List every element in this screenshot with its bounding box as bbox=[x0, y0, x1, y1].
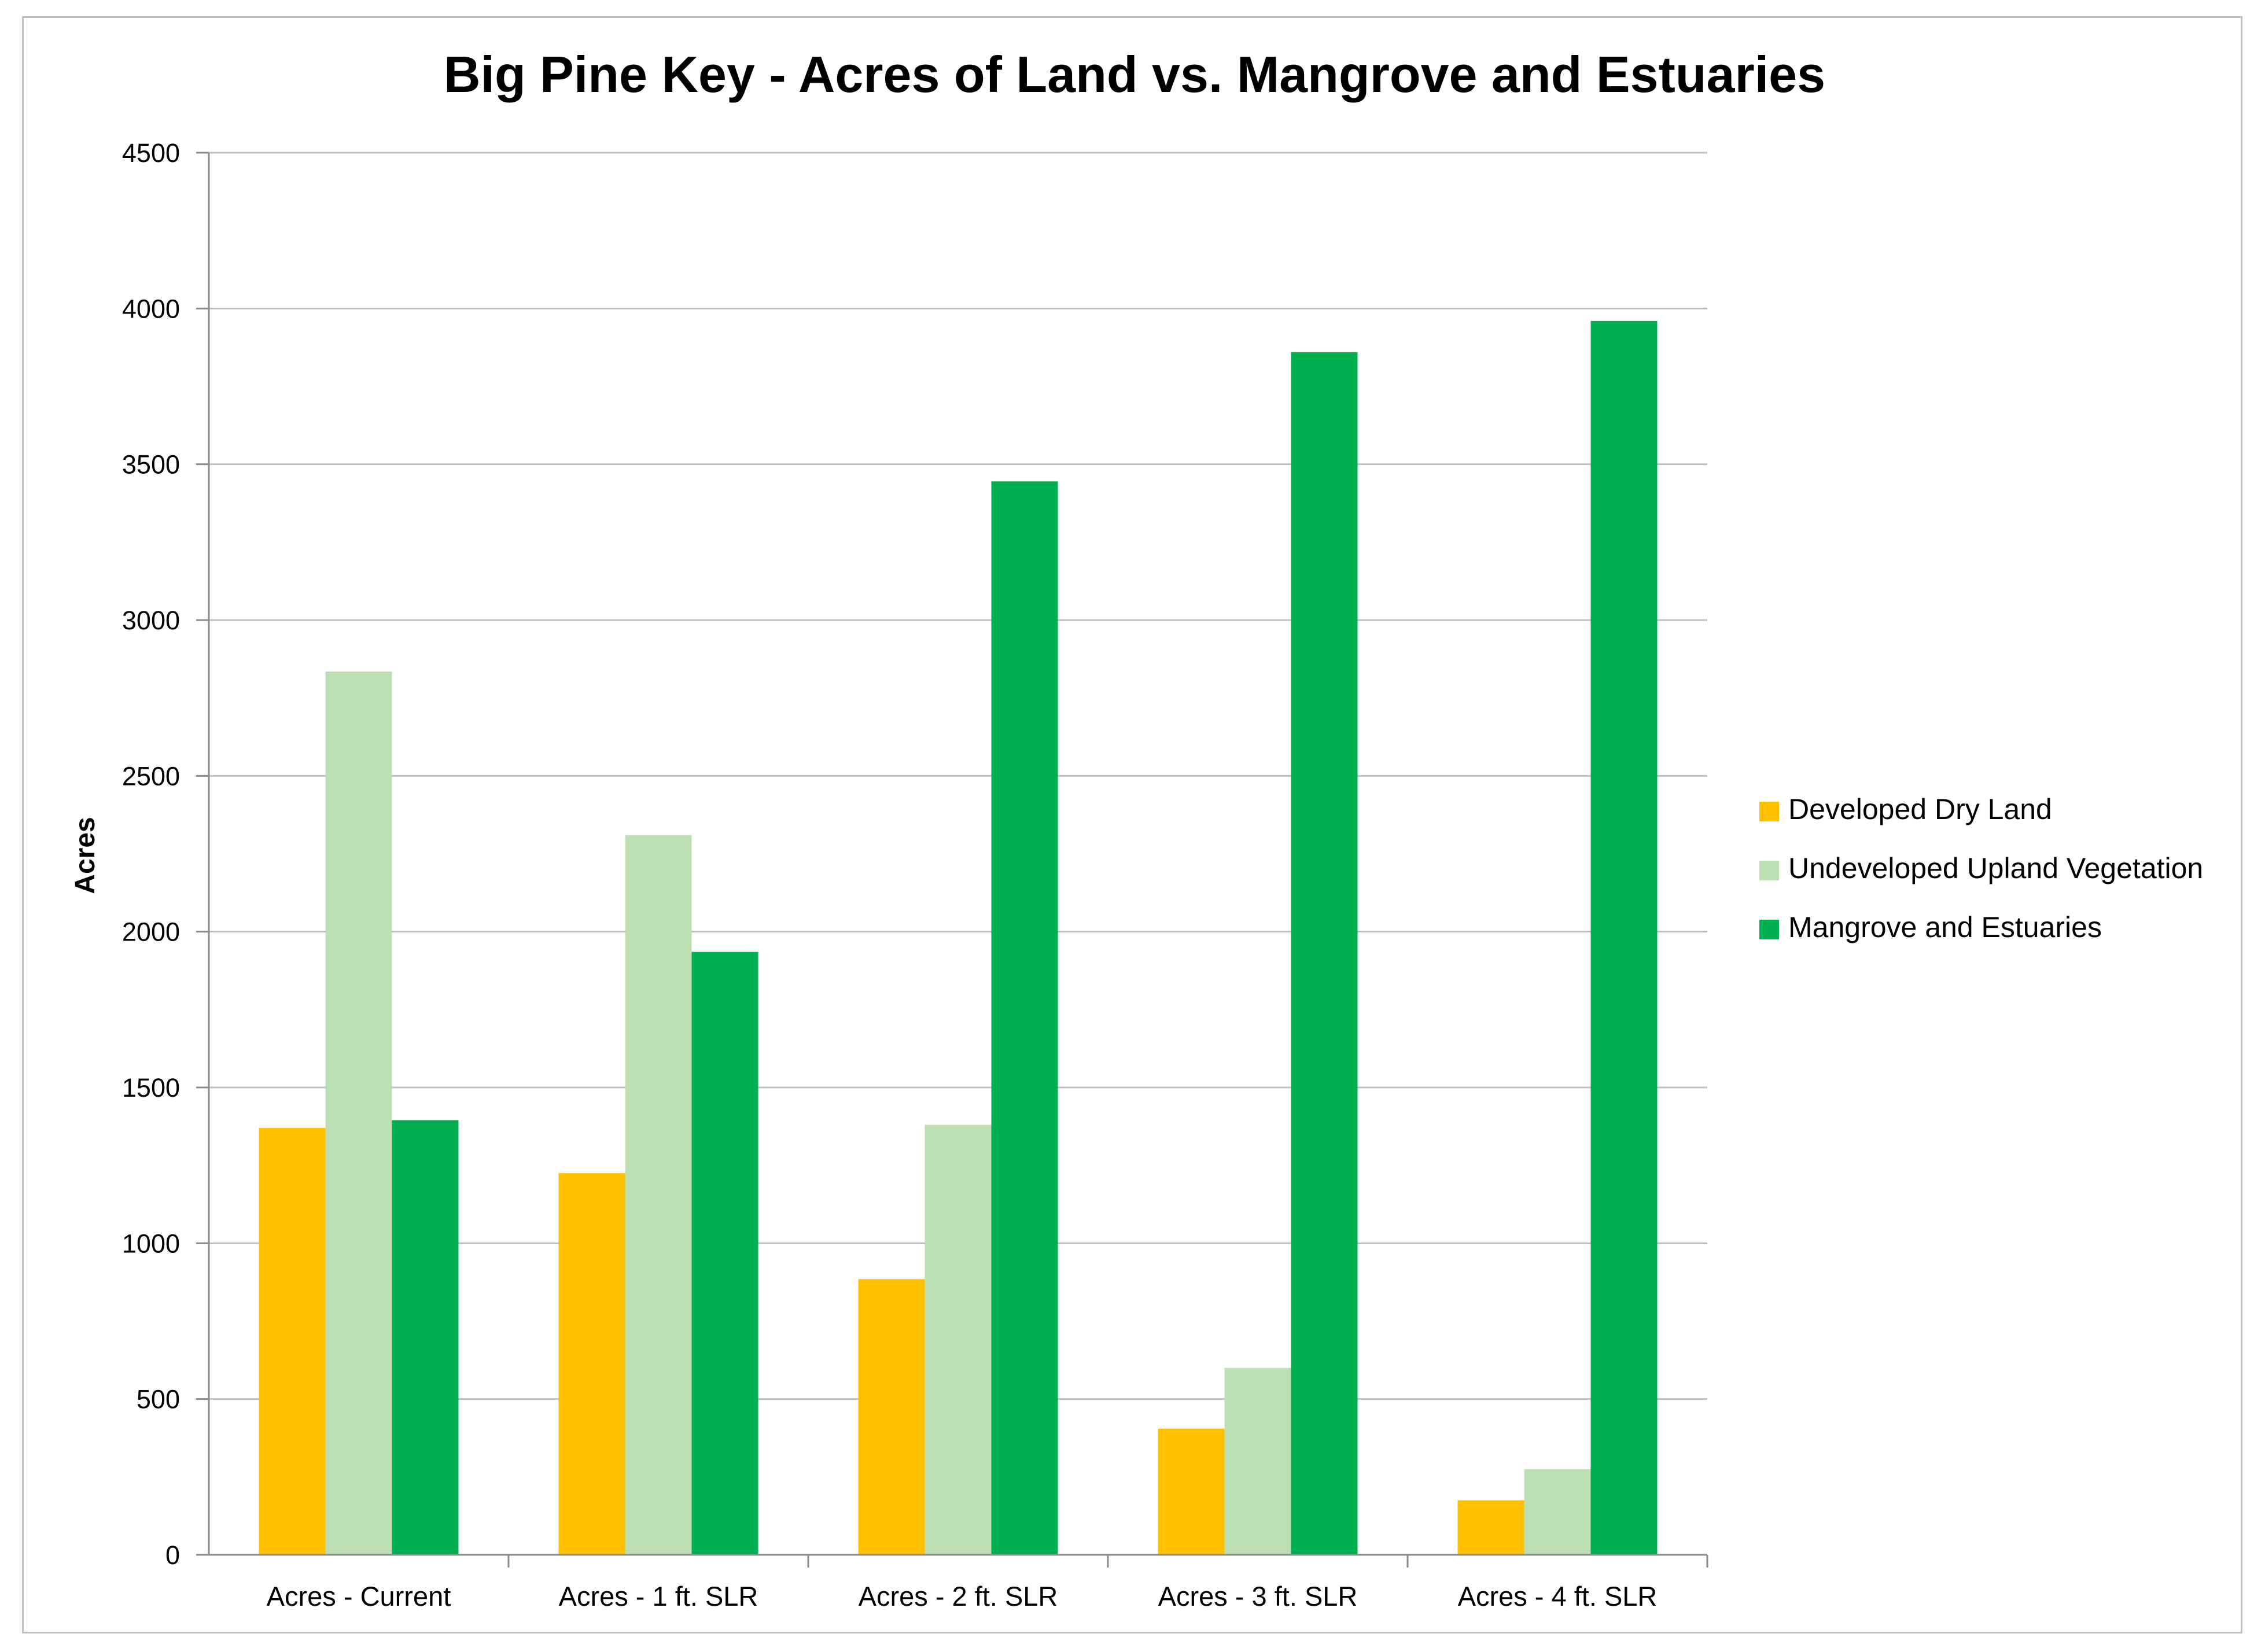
bar-chart: Big Pine Key - Acres of Land vs. Mangrov… bbox=[70, 46, 2203, 1612]
y-tick-label: 2000 bbox=[122, 917, 180, 947]
bar-developed-dry-land bbox=[259, 1128, 326, 1555]
axes bbox=[196, 152, 1708, 1568]
legend-swatch bbox=[1759, 920, 1779, 939]
gridlines bbox=[209, 152, 1707, 1400]
bars bbox=[259, 320, 1658, 1555]
bar-mangrove-and-estuaries bbox=[1590, 320, 1658, 1555]
bar-undeveloped-upland-vegetation bbox=[625, 835, 692, 1555]
y-axis-label: Acres bbox=[70, 817, 101, 894]
x-tick-label: Acres - 2 ft. SLR bbox=[859, 1581, 1058, 1612]
y-tick-label: 0 bbox=[165, 1540, 180, 1570]
bar-undeveloped-upland-vegetation bbox=[925, 1124, 992, 1555]
x-tick-label: Acres - 1 ft. SLR bbox=[559, 1581, 758, 1612]
bar-mangrove-and-estuaries bbox=[1291, 352, 1358, 1555]
legend-swatch bbox=[1759, 861, 1779, 880]
legend-label: Developed Dry Land bbox=[1788, 793, 2052, 825]
y-tick-label: 1000 bbox=[122, 1229, 180, 1258]
bar-developed-dry-land bbox=[1158, 1428, 1225, 1555]
tick-labels: 0 500 1000 1500 2000 2500 3000 3500 4000 4500 Acre… bbox=[122, 138, 1658, 1612]
legend-label: Mangrove and Estuaries bbox=[1788, 911, 2102, 943]
y-tick-label: 4500 bbox=[122, 138, 180, 168]
x-tick-label: Acres - 3 ft. SLR bbox=[1158, 1581, 1358, 1612]
bar-undeveloped-upland-vegetation bbox=[325, 671, 392, 1555]
legend: Developed Dry Land Undeveloped Upland Veg… bbox=[1759, 793, 2203, 943]
bar-mangrove-and-estuaries bbox=[392, 1120, 459, 1555]
bar-mangrove-and-estuaries bbox=[991, 481, 1058, 1555]
bar-developed-dry-land bbox=[858, 1279, 925, 1555]
x-tick-label: Acres - 4 ft. SLR bbox=[1458, 1581, 1658, 1612]
legend-label: Undeveloped Upland Vegetation bbox=[1788, 852, 2203, 884]
y-tick-label: 3500 bbox=[122, 450, 180, 480]
bar-undeveloped-upland-vegetation bbox=[1524, 1469, 1591, 1555]
bar-undeveloped-upland-vegetation bbox=[1224, 1367, 1291, 1555]
bar-developed-dry-land bbox=[1457, 1500, 1524, 1555]
y-tick-label: 4000 bbox=[122, 294, 180, 323]
bar-mangrove-and-estuaries bbox=[691, 952, 758, 1555]
y-tick-label: 500 bbox=[137, 1385, 180, 1414]
y-tick-label: 3000 bbox=[122, 606, 180, 635]
legend-swatch bbox=[1759, 802, 1779, 821]
chart-frame: Big Pine Key - Acres of Land vs. Mangrov… bbox=[22, 16, 2242, 1633]
chart-title: Big Pine Key - Acres of Land vs. Mangrov… bbox=[444, 46, 1825, 103]
x-tick-label: Acres - Current bbox=[267, 1581, 451, 1612]
y-tick-label: 1500 bbox=[122, 1073, 180, 1102]
y-tick-label: 2500 bbox=[122, 761, 180, 791]
bar-developed-dry-land bbox=[558, 1173, 625, 1555]
